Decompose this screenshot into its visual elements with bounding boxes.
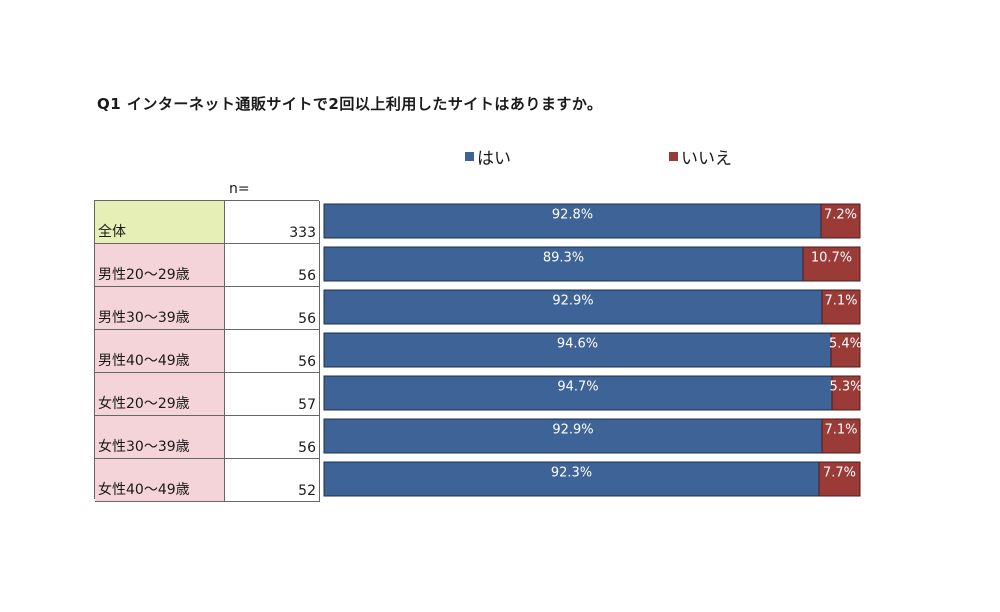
category-label: 男性20～29歳	[95, 244, 225, 287]
category-label: 女性40～49歳	[95, 459, 225, 502]
bar-yes	[323, 461, 820, 497]
data-label-yes: 94.6%	[557, 337, 598, 352]
bar-yes	[323, 289, 823, 325]
sample-size: 57	[225, 373, 320, 416]
bar-no	[830, 332, 861, 368]
data-label-no: 7.1%	[824, 423, 857, 438]
data-label-no: 7.7%	[823, 466, 856, 481]
bar-yes	[323, 418, 823, 454]
legend-swatch-yes	[465, 152, 474, 161]
sample-size: 52	[225, 459, 320, 502]
bar-yes	[323, 332, 832, 368]
category-label: 全体	[95, 201, 225, 244]
data-label-no: 5.3%	[829, 380, 862, 395]
data-label-yes: 89.3%	[543, 251, 584, 266]
legend-item-no: いいえ	[669, 144, 732, 169]
legend-label-no: いいえ	[681, 149, 732, 169]
legend-swatch-no	[669, 152, 678, 161]
bar-no	[831, 375, 861, 411]
category-table: 全体 333 男性20～29歳 56 男性30～39歳 56 男性40～49歳 56 女性20～…	[94, 200, 320, 502]
data-label-no: 10.7%	[811, 251, 852, 266]
sample-size: 56	[225, 330, 320, 373]
data-label-yes: 92.3%	[551, 466, 592, 481]
legend-item-yes: はい	[465, 144, 511, 169]
data-label-yes: 92.9%	[552, 294, 593, 309]
data-label-yes: 94.7%	[557, 380, 598, 395]
sample-size: 56	[225, 244, 320, 287]
sample-size: 333	[225, 201, 320, 244]
bar-yes	[323, 203, 822, 239]
bar-no	[820, 203, 861, 239]
bar-yes	[323, 375, 833, 411]
bar-no	[802, 246, 861, 282]
bar-no	[821, 289, 861, 325]
category-label: 女性30～39歳	[95, 416, 225, 459]
data-label-no: 5.4%	[829, 337, 862, 352]
chart-title: Q1 インターネット通販サイトで2回以上利用したサイトはありますか。	[97, 95, 603, 113]
data-label-no: 7.2%	[824, 208, 857, 223]
data-label-no: 7.1%	[824, 294, 857, 309]
category-label: 女性20～29歳	[95, 373, 225, 416]
bar-no	[818, 461, 861, 497]
data-label-yes: 92.9%	[552, 423, 593, 438]
sample-size: 56	[225, 416, 320, 459]
legend-label-yes: はい	[477, 149, 511, 169]
category-label: 男性30～39歳	[95, 287, 225, 330]
data-label-yes: 92.8%	[552, 208, 593, 223]
bar-no	[821, 418, 861, 454]
sample-size: 56	[225, 287, 320, 330]
n-header: n=	[229, 181, 250, 197]
category-label: 男性40～49歳	[95, 330, 225, 373]
